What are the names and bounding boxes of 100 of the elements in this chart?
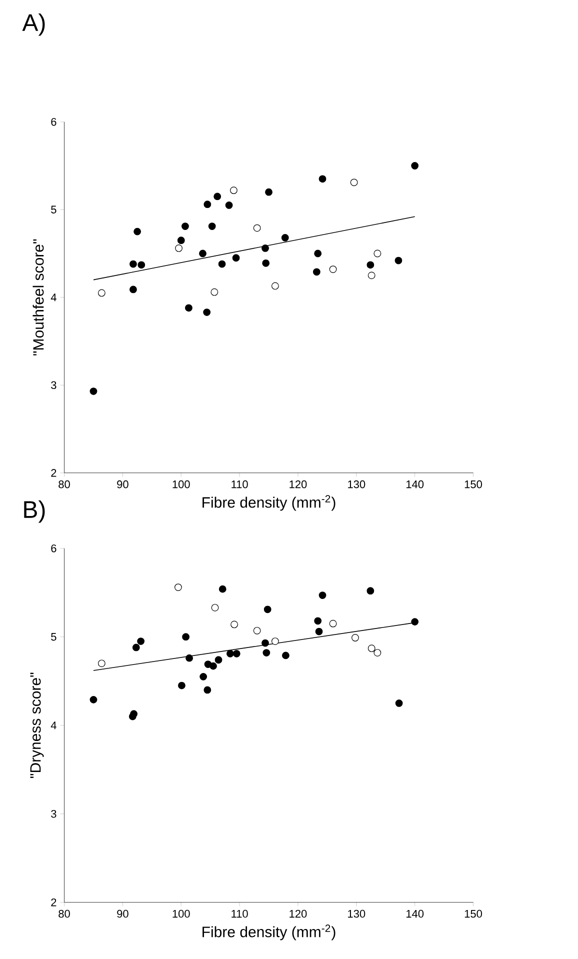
y-tick-label: 6 [51,544,56,552]
chart-title: B) [24,500,45,523]
x-tick-label: 150 [464,910,482,918]
point [174,584,182,591]
point [90,696,98,704]
point [350,178,358,186]
point [186,654,194,662]
point [318,175,326,183]
point [312,268,320,276]
chart-title: A) [22,13,45,36]
y-axis-title: "Dryness score" [30,672,44,778]
point [374,649,382,656]
x-tick-label: 140 [406,480,424,488]
point [98,660,106,668]
point [329,620,337,628]
point [204,200,212,208]
point [210,288,218,296]
point [262,639,269,647]
point [177,236,185,244]
point [374,250,382,258]
point [262,244,269,252]
point [230,620,238,628]
point [208,222,216,230]
x-axis-title: Fibre density (mm$^{-2}$) [202,924,336,940]
point [175,244,182,252]
x-tick-label: 80 [58,480,70,488]
x-tick-label: 130 [348,910,366,918]
point [329,266,337,273]
y-tick-label: 2 [51,898,56,906]
y-axis-title: "Mouthfeel score" [32,239,44,356]
point [314,250,322,258]
point [138,261,146,269]
point [178,682,186,690]
point [352,634,359,642]
point [90,388,98,395]
point [281,234,289,242]
point [262,259,270,267]
point [210,662,217,670]
point [185,304,192,312]
point [265,188,272,196]
point [262,649,270,656]
point [204,686,212,694]
point [264,606,272,614]
y-tick-label: 5 [51,633,56,641]
point [130,260,137,268]
point [366,261,374,269]
point [203,308,211,316]
point [282,652,290,660]
y-tick-label: 6 [51,118,56,126]
x-tick-label: 130 [348,480,366,488]
x-tick-label: 120 [290,480,307,488]
point [411,618,419,626]
x-tick-label: 90 [117,480,128,488]
point [314,617,322,625]
y-tick-label: 3 [51,381,56,390]
point [182,633,190,641]
point [394,256,402,264]
y-tick-label: 4 [50,294,56,302]
point [132,644,140,652]
point [411,162,419,170]
point [226,650,234,658]
point [218,260,226,268]
point [182,222,189,230]
point [134,228,141,236]
point [211,604,219,612]
x-tick-label: 110 [232,480,248,488]
point [214,656,222,664]
point [98,289,106,297]
x-tick-label: 140 [406,910,424,918]
point [368,644,376,652]
point [271,282,279,290]
y-tick-label: 3 [51,810,56,818]
point [130,710,138,718]
point [218,585,226,593]
y-tick-label: 2 [51,469,56,477]
point [368,272,376,280]
point [253,224,261,232]
point [315,628,323,636]
x-axis-title: Fibre density (mm$^{-2}$) [202,495,336,511]
point [230,186,238,194]
point [199,250,206,258]
x-tick-label: 120 [290,910,307,918]
point [137,638,145,645]
x-tick-label: 100 [172,480,190,488]
x-tick-label: 90 [117,910,128,918]
point [395,700,403,707]
point [253,626,261,634]
point [271,638,279,645]
y-tick-label: 5 [51,206,56,214]
point [318,592,326,599]
y-tick-label: 4 [50,722,56,730]
x-tick-label: 110 [232,910,248,918]
point [225,202,233,209]
point [232,254,240,262]
x-tick-label: 150 [464,480,482,488]
point [200,672,208,680]
point [366,587,374,595]
x-tick-label: 100 [172,910,190,918]
point [232,650,240,658]
point [130,286,137,294]
